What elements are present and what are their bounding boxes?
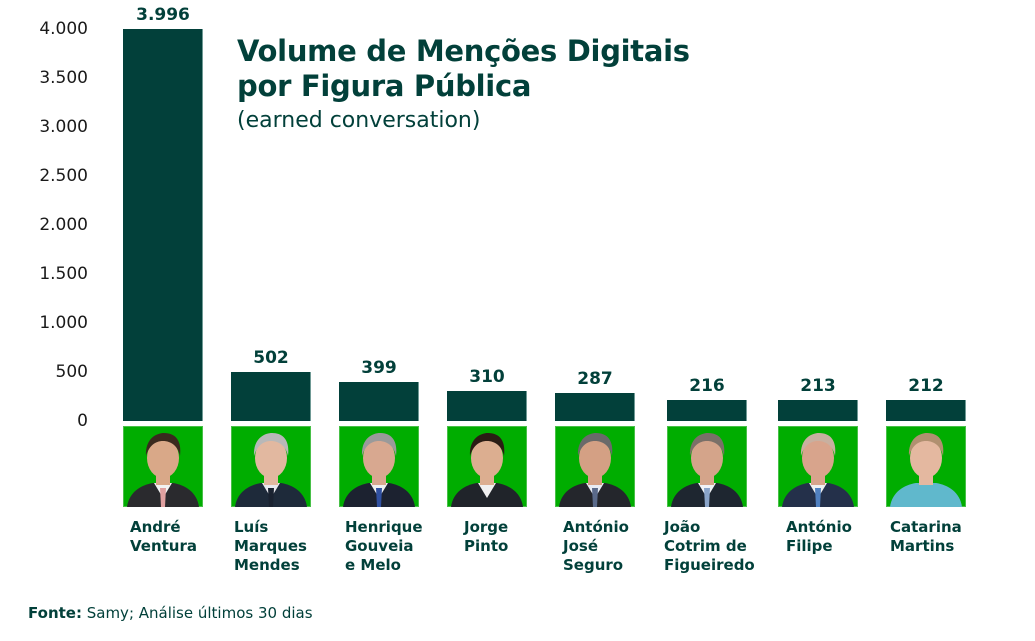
portrait-icon: [235, 433, 307, 507]
value-label: 287: [577, 368, 613, 389]
portrait-icon: [127, 433, 199, 507]
chart-title: Volume de Menções Digitais por Figura Pú…: [237, 34, 690, 104]
bar: [555, 392, 635, 421]
category-label: António José Seguro: [563, 518, 629, 574]
chart-title-line-1: Volume de Menções Digitais: [237, 34, 690, 68]
portrait-icon: [451, 433, 523, 507]
portrait-photo: [447, 426, 527, 507]
value-label: 3.996: [136, 5, 190, 26]
category-label: Luís Marques Mendes: [234, 518, 307, 574]
bar: [667, 399, 747, 421]
source-text: Samy; Análise últimos 30 dias: [81, 604, 313, 622]
category-label: Henrique Gouveia e Melo: [345, 518, 423, 574]
y-tick-label: 0: [77, 411, 88, 431]
value-label: 212: [908, 376, 944, 397]
chart-subtitle: (earned conversation): [237, 108, 481, 133]
chart-title-line-2: por Figura Pública: [237, 69, 532, 103]
portrait-photo: [123, 426, 203, 507]
value-label: 213: [800, 376, 836, 397]
y-tick-label: 3.000: [39, 117, 88, 137]
portrait-icon: [782, 433, 854, 507]
portrait-icon: [559, 433, 631, 507]
source-label: Fonte:: [28, 604, 82, 622]
bar: [447, 390, 527, 421]
portrait-photo: [778, 426, 858, 507]
category-label: António Filipe: [786, 518, 852, 555]
value-label: 216: [689, 375, 725, 396]
y-tick-label: 1.500: [39, 264, 88, 284]
source-footer: Fonte: Samy; Análise últimos 30 dias: [28, 604, 313, 622]
portrait-photo: [231, 426, 311, 507]
y-tick-label: 500: [55, 362, 88, 382]
category-label: André Ventura: [130, 518, 198, 555]
y-tick-label: 4.000: [39, 19, 88, 39]
y-tick-label: 2.500: [39, 166, 88, 186]
portrait-icon: [890, 433, 962, 507]
value-label: 399: [361, 357, 397, 378]
portrait-icon: [671, 433, 743, 507]
category-label: João Cotrim de Figueiredo: [664, 518, 755, 574]
y-tick-label: 1.000: [39, 313, 88, 333]
y-tick-label: 3.500: [39, 68, 88, 88]
portrait-photo: [555, 426, 635, 507]
category-label: Catarina Martins: [890, 518, 962, 555]
portrait-photo: [339, 426, 419, 507]
value-label: 310: [469, 366, 505, 387]
portrait-photo: [667, 426, 747, 507]
bar: [778, 400, 858, 421]
bar: [123, 29, 203, 421]
bar: [886, 400, 966, 421]
portrait-icon: [343, 433, 415, 507]
value-label: 502: [253, 347, 289, 368]
bar: [339, 381, 419, 421]
y-tick-label: 2.000: [39, 215, 88, 235]
portrait-photo: [886, 426, 966, 507]
category-label: Jorge Pinto: [464, 518, 509, 555]
bar: [231, 371, 311, 421]
